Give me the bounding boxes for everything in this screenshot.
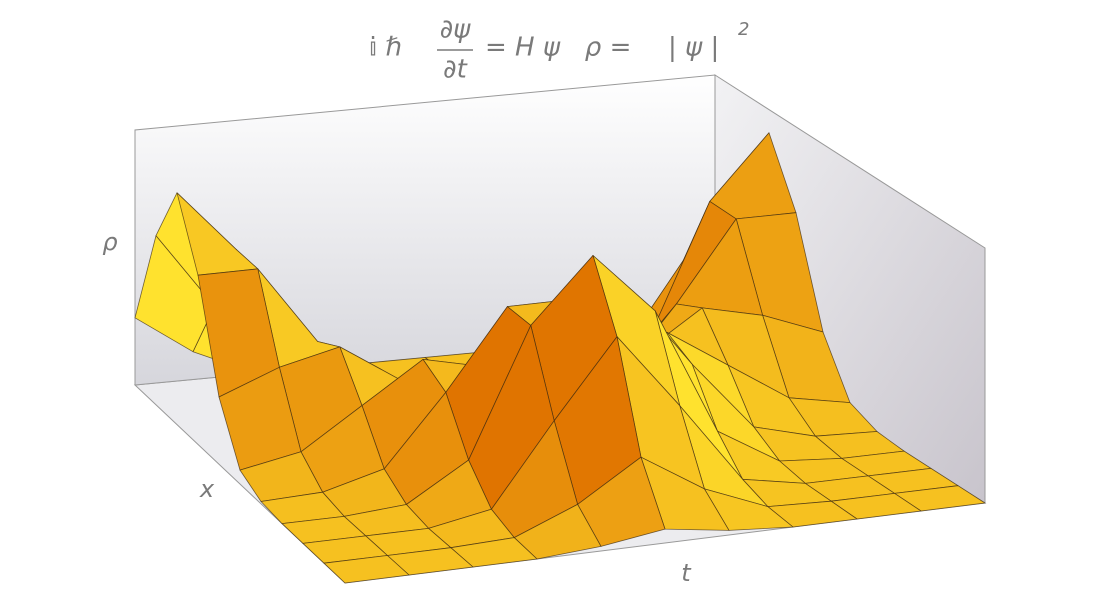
title-denominator: ∂t: [443, 55, 467, 85]
surface-patch: [323, 555, 410, 584]
title-middle: = H ψ ρ =: [485, 33, 631, 63]
z-axis-label: ρ: [102, 228, 117, 256]
title-exponent: 2: [738, 19, 749, 40]
title-abs: | ψ |: [668, 33, 719, 63]
title-prefix: 𝕚 ℏ: [368, 33, 402, 63]
x-axis-label: x: [199, 475, 215, 503]
surface: [134, 132, 986, 584]
title-numerator: ∂ψ: [440, 15, 471, 45]
t-axis-label: t: [681, 559, 692, 587]
